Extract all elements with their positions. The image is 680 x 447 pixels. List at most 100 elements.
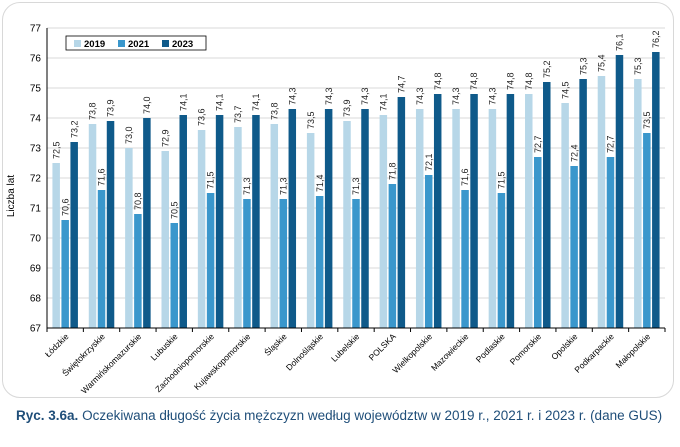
data-label: 72,1 [424,153,434,171]
bar-2023 [179,115,187,328]
data-label: 75,4 [597,54,607,72]
caption-text: Oczekiwana długość życia mężczyzn według… [82,408,663,423]
bar-2019 [125,148,133,328]
bar-2019 [488,109,497,328]
y-tick-label: 69 [30,264,42,275]
legend-label-2019: 2019 [84,39,105,50]
data-label: 70,8 [133,192,143,210]
x-tick-label: POLSKA [367,331,398,362]
y-tick-label: 68 [30,294,42,305]
bar-2021 [606,157,615,328]
data-label: 71,3 [278,177,288,195]
data-label: 71,5 [497,171,507,189]
data-label: 76,1 [615,33,625,51]
bar-2021 [388,184,397,328]
data-label: 73,8 [269,102,279,120]
data-label: 71,3 [351,177,361,195]
axes [46,28,665,329]
bar-2019 [597,76,606,328]
x-tick-label: Lubuskie [149,331,180,362]
data-label: 72,7 [606,135,616,153]
bar-2021 [352,199,360,328]
bar-2019 [88,124,97,328]
bar-2023 [652,52,660,328]
data-label: 71,4 [315,174,325,192]
data-label: 72,4 [569,144,579,162]
x-tick-label: Dolnośląskie [284,331,325,372]
data-label: 74,3 [488,87,498,105]
data-label: 71,5 [206,171,216,189]
data-label: 74,8 [524,72,534,90]
bar-2021 [97,190,106,328]
bar-2023 [70,142,78,328]
bar-2019 [452,109,460,328]
y-tick-label: 70 [30,234,42,245]
data-label: 74,8 [469,72,479,90]
data-labels: 72,5 70,6 73,2 73,8 71,6 73,9 73,0 70,8 74,0 72,9… [51,30,661,219]
caption-label: Ryc. 3.6a. [16,408,79,423]
bar-2023 [361,109,369,328]
x-tick-label: Pomorskie [508,331,544,367]
data-label: 73,9 [106,99,116,117]
data-label: 73,0 [124,126,134,144]
data-label: 73,5 [306,111,316,129]
bar-2019 [270,124,279,328]
x-tick-label: Podkarpackie [572,331,616,375]
legend: 2019 2021 2023 [65,35,207,51]
bar-2023 [615,55,624,328]
legend-swatch-2019 [74,40,81,47]
x-tick-label: Podlaskie [474,331,507,364]
data-label: 75,3 [578,57,588,75]
data-label: 71,8 [388,162,398,180]
bar-2021 [461,190,469,328]
bar-2023 [397,97,406,328]
bar-2019 [306,133,315,328]
data-label: 72,7 [533,135,543,153]
bar-2023 [324,109,333,328]
y-tick-label: 72 [30,174,42,185]
bar-2023 [579,79,587,328]
bar-2023 [252,115,260,328]
data-label: 74,3 [287,87,297,105]
data-label: 74,3 [451,87,461,105]
x-tick-label: Lubelskie [329,331,362,364]
data-label: 74,1 [379,93,389,111]
legend-swatch-2021 [118,40,125,47]
data-label: 74,3 [324,87,334,105]
y-tick-label: 74 [30,114,42,125]
data-label: 70,5 [169,201,179,219]
bar-2021 [134,214,142,328]
chart-frame [2,2,674,398]
data-label: 74,8 [433,72,443,90]
data-label: 74,8 [506,72,516,90]
y-tick-label: 76 [30,54,42,65]
bar-2019 [525,94,533,328]
bar-2023 [106,121,115,328]
data-label: 74,0 [142,96,152,114]
bar-2019 [52,163,60,328]
data-label: 71,6 [97,168,107,186]
bar-2023 [288,109,297,328]
data-label: 74,3 [360,87,370,105]
bar-chart: 67 68 69 70 71 72 73 74 75 76 77 Liczba lat 72,5 70… [6,24,666,396]
bar-2021 [424,175,433,328]
data-label: 70,6 [60,198,70,216]
y-tick-label: 73 [30,144,42,155]
data-label: 74,1 [251,93,261,111]
y-tick-label: 75 [30,84,42,95]
data-label: 73,5 [642,111,652,129]
bar-2019 [415,109,424,328]
x-tick-label: Małopolskie [613,331,652,370]
bar-2021 [643,133,651,328]
bar-2021 [61,220,69,328]
y-axis-label: Liczba lat [6,175,17,217]
bar-2021 [315,196,324,328]
y-tick-label: 71 [30,204,42,215]
bar-2023 [143,118,151,328]
bar-2021 [279,199,288,328]
x-tick-label: Warmińskomazurskie [79,331,143,395]
data-label: 74,3 [415,87,425,105]
bar-2021 [570,166,578,328]
data-label: 73,6 [197,108,207,126]
bar-2021 [534,157,542,328]
